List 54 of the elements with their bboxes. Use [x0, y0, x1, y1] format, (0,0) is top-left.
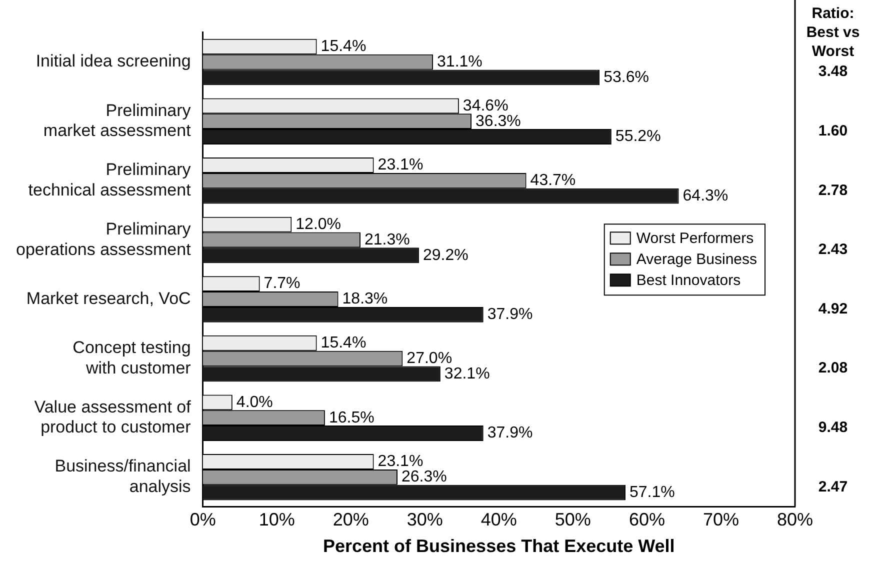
text: 4.92 [818, 300, 848, 318]
text: 9.48 [818, 418, 848, 436]
y-tick-label: Market research, VoC [26, 288, 191, 308]
x-tick-label: 50% [554, 510, 591, 530]
data-label: 43.7% [530, 172, 576, 190]
data-label: 4.0% [236, 394, 273, 411]
x-tick-label: 30% [406, 510, 443, 530]
text: 3.48 [818, 63, 848, 80]
text: 2.08 [818, 360, 848, 377]
data-label: 18.3% [342, 290, 388, 308]
x-tick-label: 40% [480, 510, 517, 530]
y-tick-label: Preliminary market assessment [43, 100, 192, 140]
x-tick-label: 80% [776, 510, 814, 530]
data-label: 32.1% [444, 365, 490, 382]
data-label: 21.3% [364, 231, 410, 248]
data-label: 23.1% [378, 156, 424, 174]
data-label: 26.3% [401, 468, 447, 486]
y-tick-label: Initial idea screening [36, 52, 191, 71]
legend-label: Worst Performers [636, 230, 754, 248]
x-tick-label: 10% [258, 510, 295, 530]
data-label: 23.1% [378, 453, 424, 470]
x-tick-label: 0% [190, 510, 216, 530]
legend-label: Best Innovators [636, 272, 741, 290]
data-label: 12.0% [296, 216, 342, 233]
data-label: 57.1% [629, 484, 675, 501]
data-label: 53.6% [604, 68, 649, 86]
text: 1.60 [818, 122, 848, 140]
x-axis-title: Percent of Businesses That Execute Well [323, 536, 675, 556]
data-label: 37.9% [487, 424, 533, 442]
y-tick-label: Concept testing with customer [72, 338, 192, 378]
x-tick-label: 70% [702, 510, 739, 530]
data-label: 16.5% [328, 409, 374, 426]
data-label: 55.2% [615, 128, 661, 146]
data-label: 36.3% [476, 112, 521, 130]
data-label: 7.7% [264, 275, 300, 292]
data-label: 27.0% [406, 350, 452, 367]
data-label: 64.3% [682, 187, 728, 204]
y-tick-label: Value assessment of product to customer [34, 397, 192, 437]
data-label: 15.4% [320, 334, 366, 352]
data-label: 37.9% [487, 306, 533, 324]
y-tick-label: Preliminary operations assessment [16, 219, 192, 259]
text: 2.78 [818, 182, 848, 199]
data-label: 15.4% [320, 38, 366, 56]
data-label: 34.6% [462, 97, 508, 114]
text: 2.47 [818, 478, 848, 496]
x-tick-label: 20% [332, 510, 369, 530]
x-tick-label: 60% [628, 510, 665, 530]
text: 2.43 [818, 241, 848, 258]
y-tick-label: Preliminary technical assessment [28, 160, 192, 200]
data-label: 31.1% [437, 53, 482, 70]
data-label: 29.2% [422, 246, 468, 264]
y-tick-label: Business/financial analysis [54, 456, 191, 496]
legend-label: Average Business [636, 251, 758, 268]
text: Ratio: Best vs Worst [806, 5, 860, 60]
